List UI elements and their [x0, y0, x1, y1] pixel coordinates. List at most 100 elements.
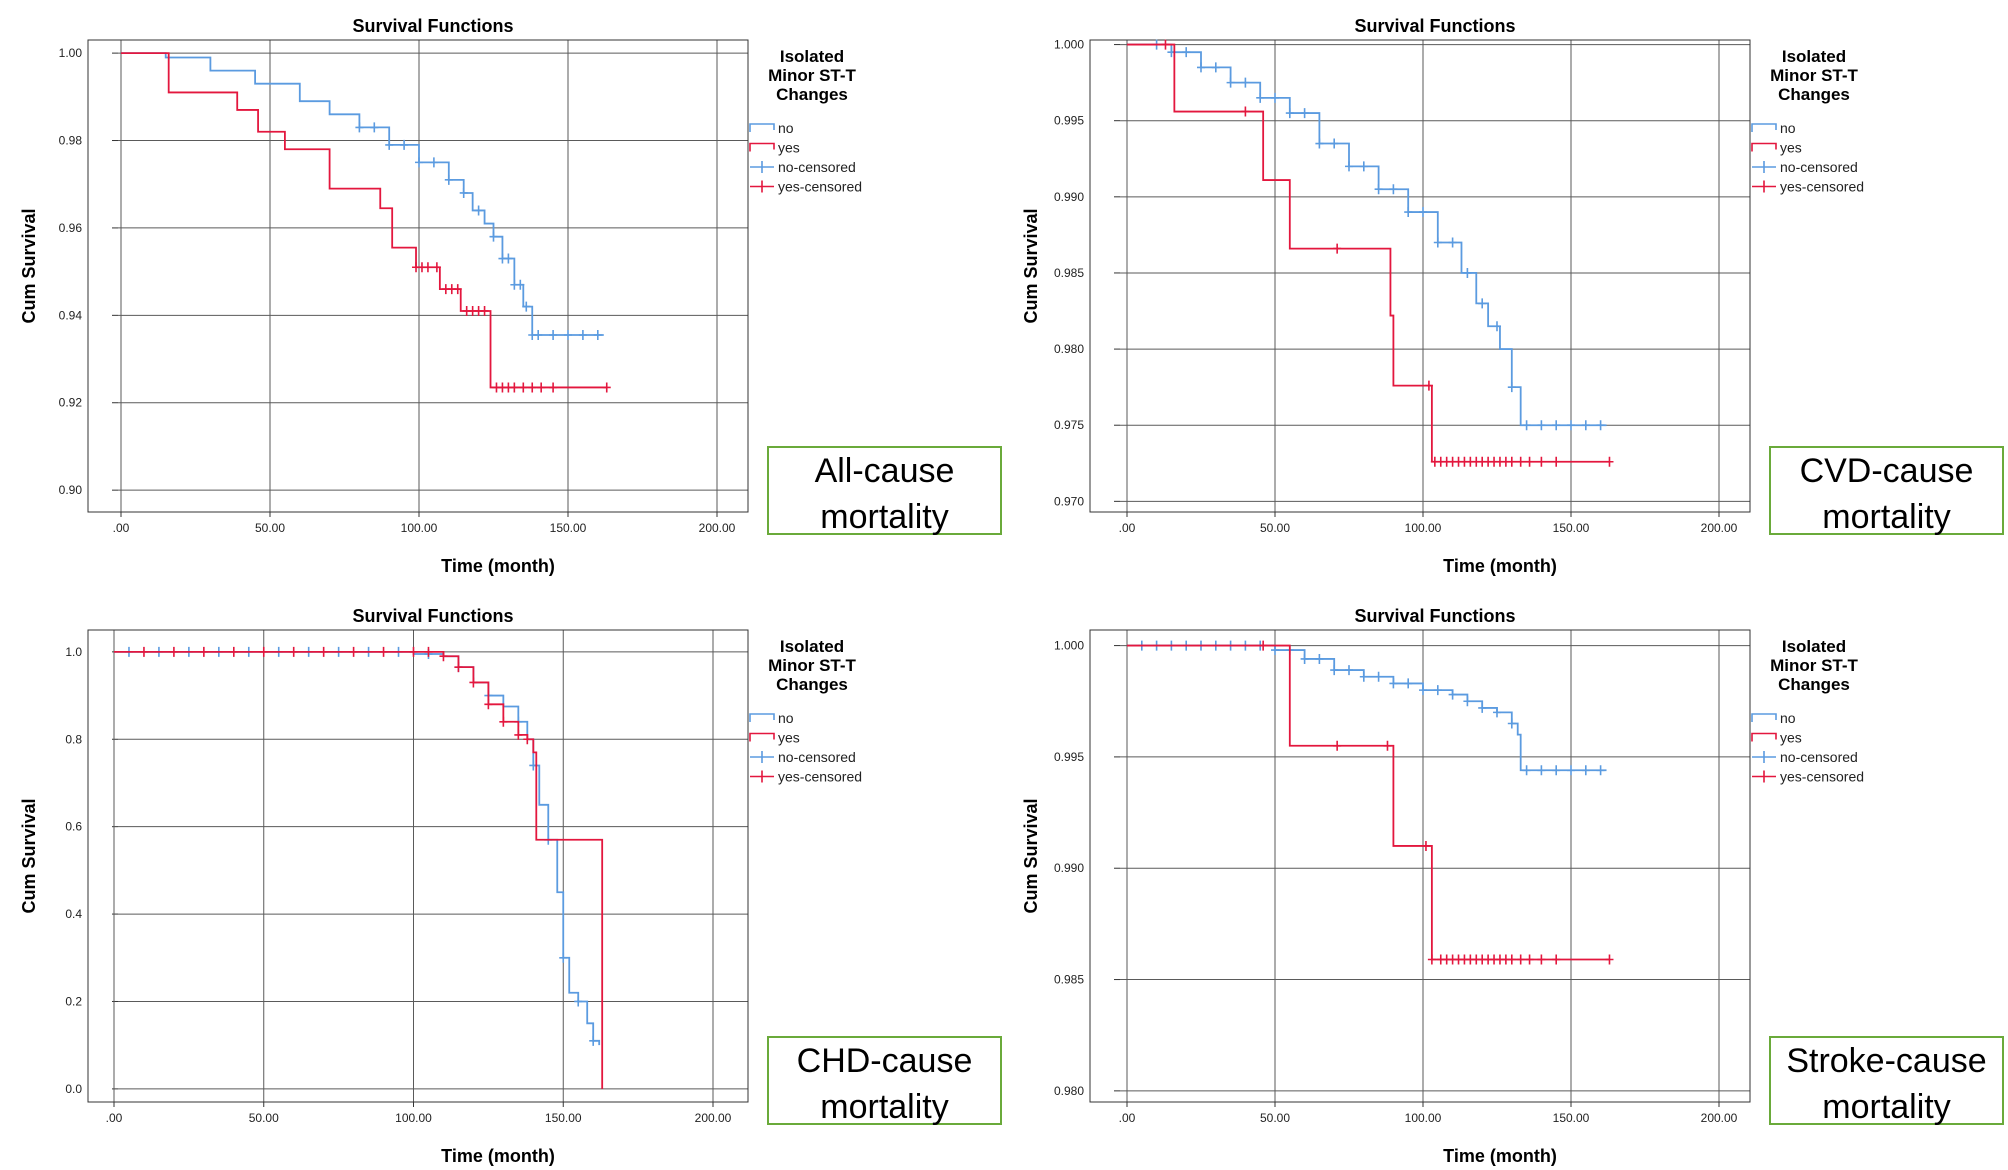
chart-title: Survival Functions	[352, 16, 513, 36]
censor-mark-yes	[549, 382, 558, 393]
x-tick-label: 50.00	[1260, 521, 1290, 535]
censor-mark-no	[534, 330, 543, 340]
censor-mark-yes	[480, 305, 489, 316]
censor-mark-no	[1581, 765, 1590, 776]
chart-panel-2: Survival Functions 0.970 0.975 0.980 0.985 0.…	[1021, 16, 2004, 576]
y-tick-label: 0.96	[59, 221, 83, 235]
annotation-text: mortality	[1822, 1088, 1950, 1126]
legend-line-icon	[1751, 142, 1777, 152]
censor-mark-no	[589, 1035, 598, 1046]
censor-mark-no	[355, 122, 364, 133]
y-tick-label: 0.8	[65, 732, 82, 746]
x-axis-label: Time (month)	[441, 1146, 555, 1166]
y-tick-label: 0.980	[1054, 1084, 1084, 1098]
chart-title: Survival Functions	[1354, 16, 1515, 36]
censor-mark-yes	[259, 646, 268, 657]
censor-mark-no	[415, 157, 423, 168]
censor-mark-no	[564, 330, 572, 340]
y-tick-label: 0.985	[1054, 973, 1084, 987]
censor-mark-yes	[199, 646, 208, 657]
y-tick-label: 0.995	[1054, 114, 1084, 128]
censor-mark-no	[1448, 237, 1457, 248]
series-line-no	[114, 650, 601, 1046]
censor-mark-no	[1448, 689, 1457, 700]
censor-mark-no	[1374, 671, 1383, 682]
censor-mark-no	[1507, 382, 1516, 393]
x-tick-label: 100.00	[401, 521, 438, 535]
censor-mark-no	[429, 157, 438, 168]
censor-mark-yes	[1537, 456, 1546, 467]
legend-item-yes-censored: yes-censored	[778, 769, 862, 785]
censor-mark-yes	[510, 382, 519, 393]
censor-mark-yes	[454, 662, 463, 673]
censor-mark-yes	[1161, 39, 1170, 50]
legend-item-no-censored: no-censored	[1780, 159, 1858, 175]
censor-mark-no	[1596, 765, 1605, 776]
legend-censor-icon	[750, 180, 774, 193]
censor-mark-yes	[379, 646, 388, 657]
censor-mark-yes	[1507, 954, 1516, 965]
censor-mark-no	[1182, 47, 1191, 58]
censor-mark-no	[1552, 420, 1561, 431]
censor-mark-yes	[439, 651, 448, 662]
legend-title-line: Changes	[776, 85, 848, 104]
censor-mark-no	[1463, 267, 1472, 278]
censor-mark-no	[1567, 765, 1575, 776]
censor-mark-no	[1419, 685, 1427, 696]
censor-mark-no	[1522, 765, 1531, 776]
y-tick-label: 0.6	[65, 820, 82, 834]
y-tick-label: 0.2	[65, 994, 82, 1008]
censor-mark-no	[474, 205, 483, 216]
censor-mark-no	[1226, 77, 1235, 88]
y-tick-label: 0.4	[65, 907, 82, 921]
censor-mark-yes	[528, 382, 537, 393]
y-tick-label: 0.980	[1054, 342, 1084, 356]
censor-mark-no	[1285, 108, 1294, 119]
y-axis-label: Cum Survival	[19, 208, 39, 323]
series-line-yes	[1127, 644, 1610, 961]
annotation-text: Stroke-cause	[1786, 1042, 1986, 1080]
annotation-text: mortality	[820, 1088, 948, 1126]
annotation-text: CVD-cause	[1800, 452, 1974, 490]
censor-mark-yes	[169, 646, 178, 657]
censor-mark-no	[370, 122, 379, 133]
censor-mark-no	[1345, 161, 1353, 172]
annotation-text: mortality	[820, 498, 948, 536]
censor-mark-yes	[499, 716, 508, 727]
censor-mark-no	[559, 952, 568, 963]
censor-mark-no	[1389, 678, 1398, 689]
censor-mark-yes	[1333, 243, 1342, 254]
legend-title-line: Changes	[1778, 85, 1850, 104]
censor-mark-no	[1463, 696, 1472, 707]
censor-mark-no	[444, 174, 453, 185]
chart-panel-3: Survival Functions 0.0 0.2 0.4 0.6 0.8 1.0 .00 5…	[19, 606, 1002, 1166]
censor-mark-yes	[229, 646, 238, 657]
censor-mark-yes	[537, 382, 546, 393]
y-tick-label: 0.0	[65, 1082, 82, 1096]
censor-mark-no	[1330, 138, 1339, 149]
plot-frame	[87, 629, 749, 1103]
y-tick-label: 0.90	[59, 483, 83, 497]
censor-mark-yes	[1516, 456, 1525, 467]
x-axis-label: Time (month)	[1443, 556, 1557, 576]
censor-mark-yes	[319, 646, 328, 657]
legend-title-line: Minor ST-T	[768, 656, 856, 675]
censor-mark-yes	[1333, 740, 1342, 751]
censor-mark-no	[516, 279, 525, 290]
censor-mark-no	[1567, 420, 1575, 431]
censor-mark-no	[504, 253, 513, 264]
x-tick-label: 150.00	[1553, 521, 1590, 535]
annotation-box	[1769, 1036, 2004, 1125]
censor-mark-yes	[469, 677, 478, 688]
y-tick-label: 1.000	[1054, 639, 1084, 653]
legend-line-icon	[1751, 123, 1777, 132]
censor-mark-no	[1478, 298, 1487, 309]
series-line-no	[1127, 43, 1607, 427]
censor-mark-no	[1315, 138, 1324, 149]
legend-title-line: Minor ST-T	[1770, 656, 1858, 675]
censor-mark-no	[1552, 765, 1561, 776]
censor-mark-yes	[519, 382, 528, 393]
censor-mark-no	[1537, 420, 1546, 431]
plot-frame	[1089, 39, 1751, 513]
